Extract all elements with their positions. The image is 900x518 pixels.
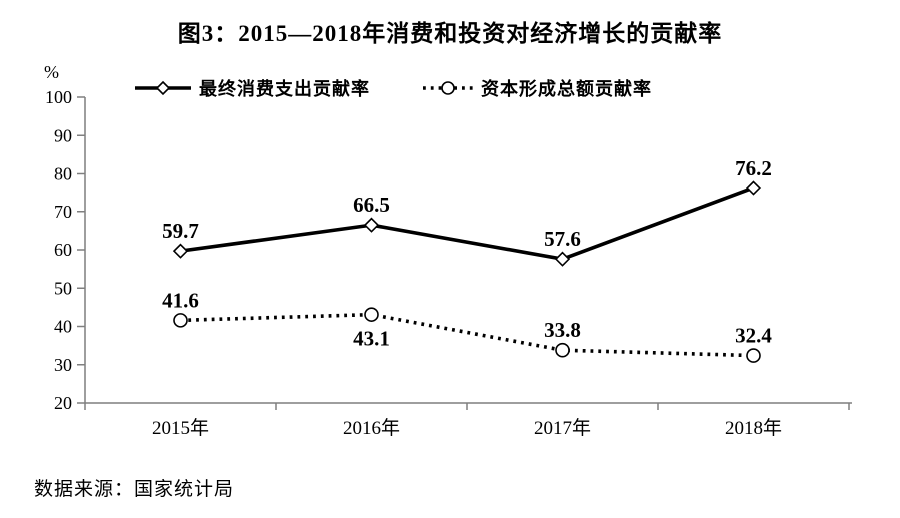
circle-marker: [746, 348, 761, 363]
data-point-label: 59.7: [162, 219, 199, 243]
y-axis-unit-label: %: [44, 62, 59, 82]
data-point-label: 43.1: [353, 327, 390, 351]
y-tick-label: 70: [54, 202, 72, 222]
x-category-label: 2018年: [725, 417, 782, 439]
y-tick-label: 30: [54, 355, 72, 375]
x-category-label: 2017年: [534, 417, 591, 439]
diamond-marker: [363, 217, 380, 233]
legend-label-consumption: 最终消费支出贡献率: [199, 79, 370, 99]
dotted-circle-line-icon: [423, 81, 473, 95]
y-tick-label: 20: [54, 393, 72, 413]
circle-marker: [173, 313, 188, 328]
data-point-label: 57.6: [544, 227, 581, 251]
legend: 最终消费支出贡献率 资本形成总额贡献率: [134, 75, 652, 101]
diamond-marker: [554, 251, 571, 267]
legend-item-consumption: 最终消费支出贡献率: [134, 75, 370, 101]
series-line-dotted: [180, 312, 754, 358]
solid-diamond-line-icon: [135, 80, 191, 96]
y-tick-label: 50: [54, 278, 72, 298]
circle-marker: [364, 307, 379, 322]
diamond-marker: [745, 180, 762, 196]
legend-label-capital: 资本形成总额贡献率: [481, 79, 652, 99]
data-source-note: 数据来源：国家统计局: [34, 479, 235, 500]
y-tick-label: 100: [45, 87, 72, 107]
data-point-label: 41.6: [162, 288, 199, 312]
x-category-label: 2016年: [343, 417, 400, 439]
data-point-label: 32.4: [735, 324, 772, 348]
chart-title: 图3：2015—2018年消费和投资对经济增长的贡献率: [177, 21, 723, 46]
data-point-label: 33.8: [544, 318, 581, 342]
circle-marker: [555, 342, 570, 358]
y-tick-label: 90: [54, 125, 72, 145]
data-point-label: 66.5: [353, 193, 390, 217]
legend-item-capital: 资本形成总额贡献率: [422, 75, 652, 101]
x-category-label: 2015年: [152, 417, 209, 439]
y-tick-label: 60: [54, 240, 72, 260]
data-point-label: 76.2: [735, 156, 772, 180]
series-line-solid: [180, 186, 755, 262]
diamond-marker: [172, 243, 189, 259]
y-tick-label: 40: [54, 317, 72, 337]
y-tick-label: 80: [54, 164, 72, 184]
